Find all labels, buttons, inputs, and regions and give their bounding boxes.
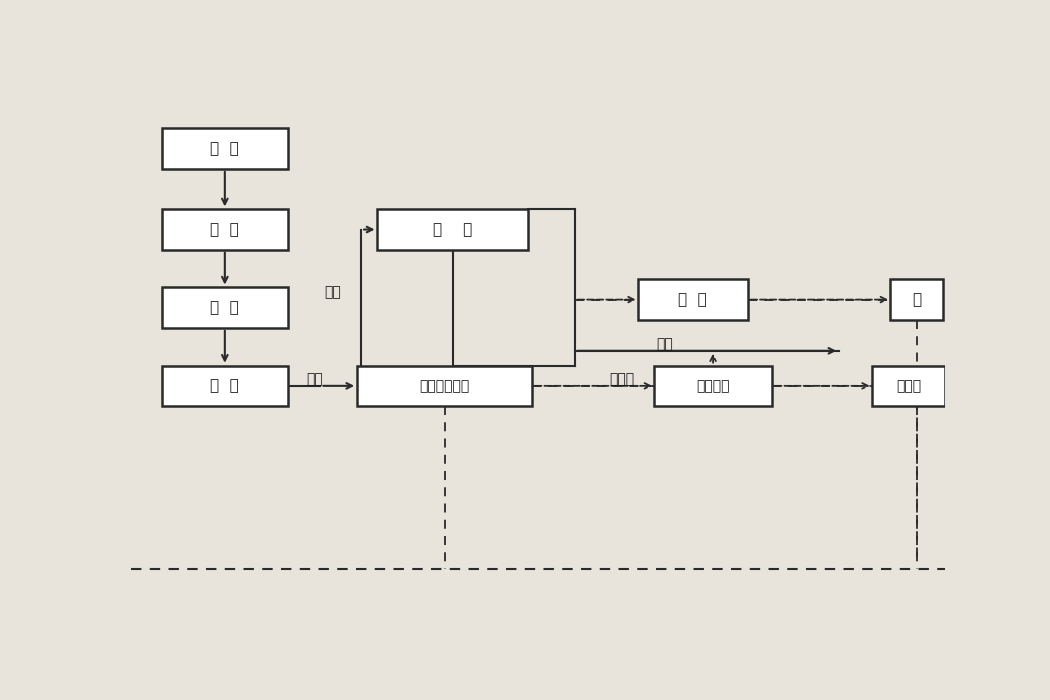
Text: 风扫烘干粉磨: 风扫烘干粉磨 [419, 379, 469, 393]
Text: 在线检测: 在线检测 [696, 379, 730, 393]
Text: 铸  料: 铸 料 [210, 141, 239, 156]
Text: 粗粉: 粗粉 [324, 285, 341, 299]
Text: 破  碎: 破 碎 [210, 300, 239, 315]
Text: 混合粉: 混合粉 [609, 372, 634, 386]
Bar [654, 365, 772, 406]
Bar [162, 365, 288, 406]
Text: 计  量: 计 量 [210, 378, 239, 393]
Bar [357, 365, 532, 406]
Text: 引: 引 [912, 292, 921, 307]
Bar [377, 209, 528, 250]
Text: 热风: 热风 [306, 372, 322, 386]
Text: 除  铁: 除 铁 [210, 222, 239, 237]
Bar [162, 288, 288, 328]
Bar [162, 129, 288, 169]
Text: 成品: 成品 [656, 337, 673, 351]
Text: 自动调: 自动调 [896, 379, 921, 393]
Text: 选    粉: 选 粉 [433, 222, 472, 237]
Bar [872, 365, 945, 406]
Bar [637, 279, 748, 320]
Bar [162, 209, 288, 250]
Text: 除  尘: 除 尘 [678, 292, 707, 307]
Bar [890, 279, 943, 320]
